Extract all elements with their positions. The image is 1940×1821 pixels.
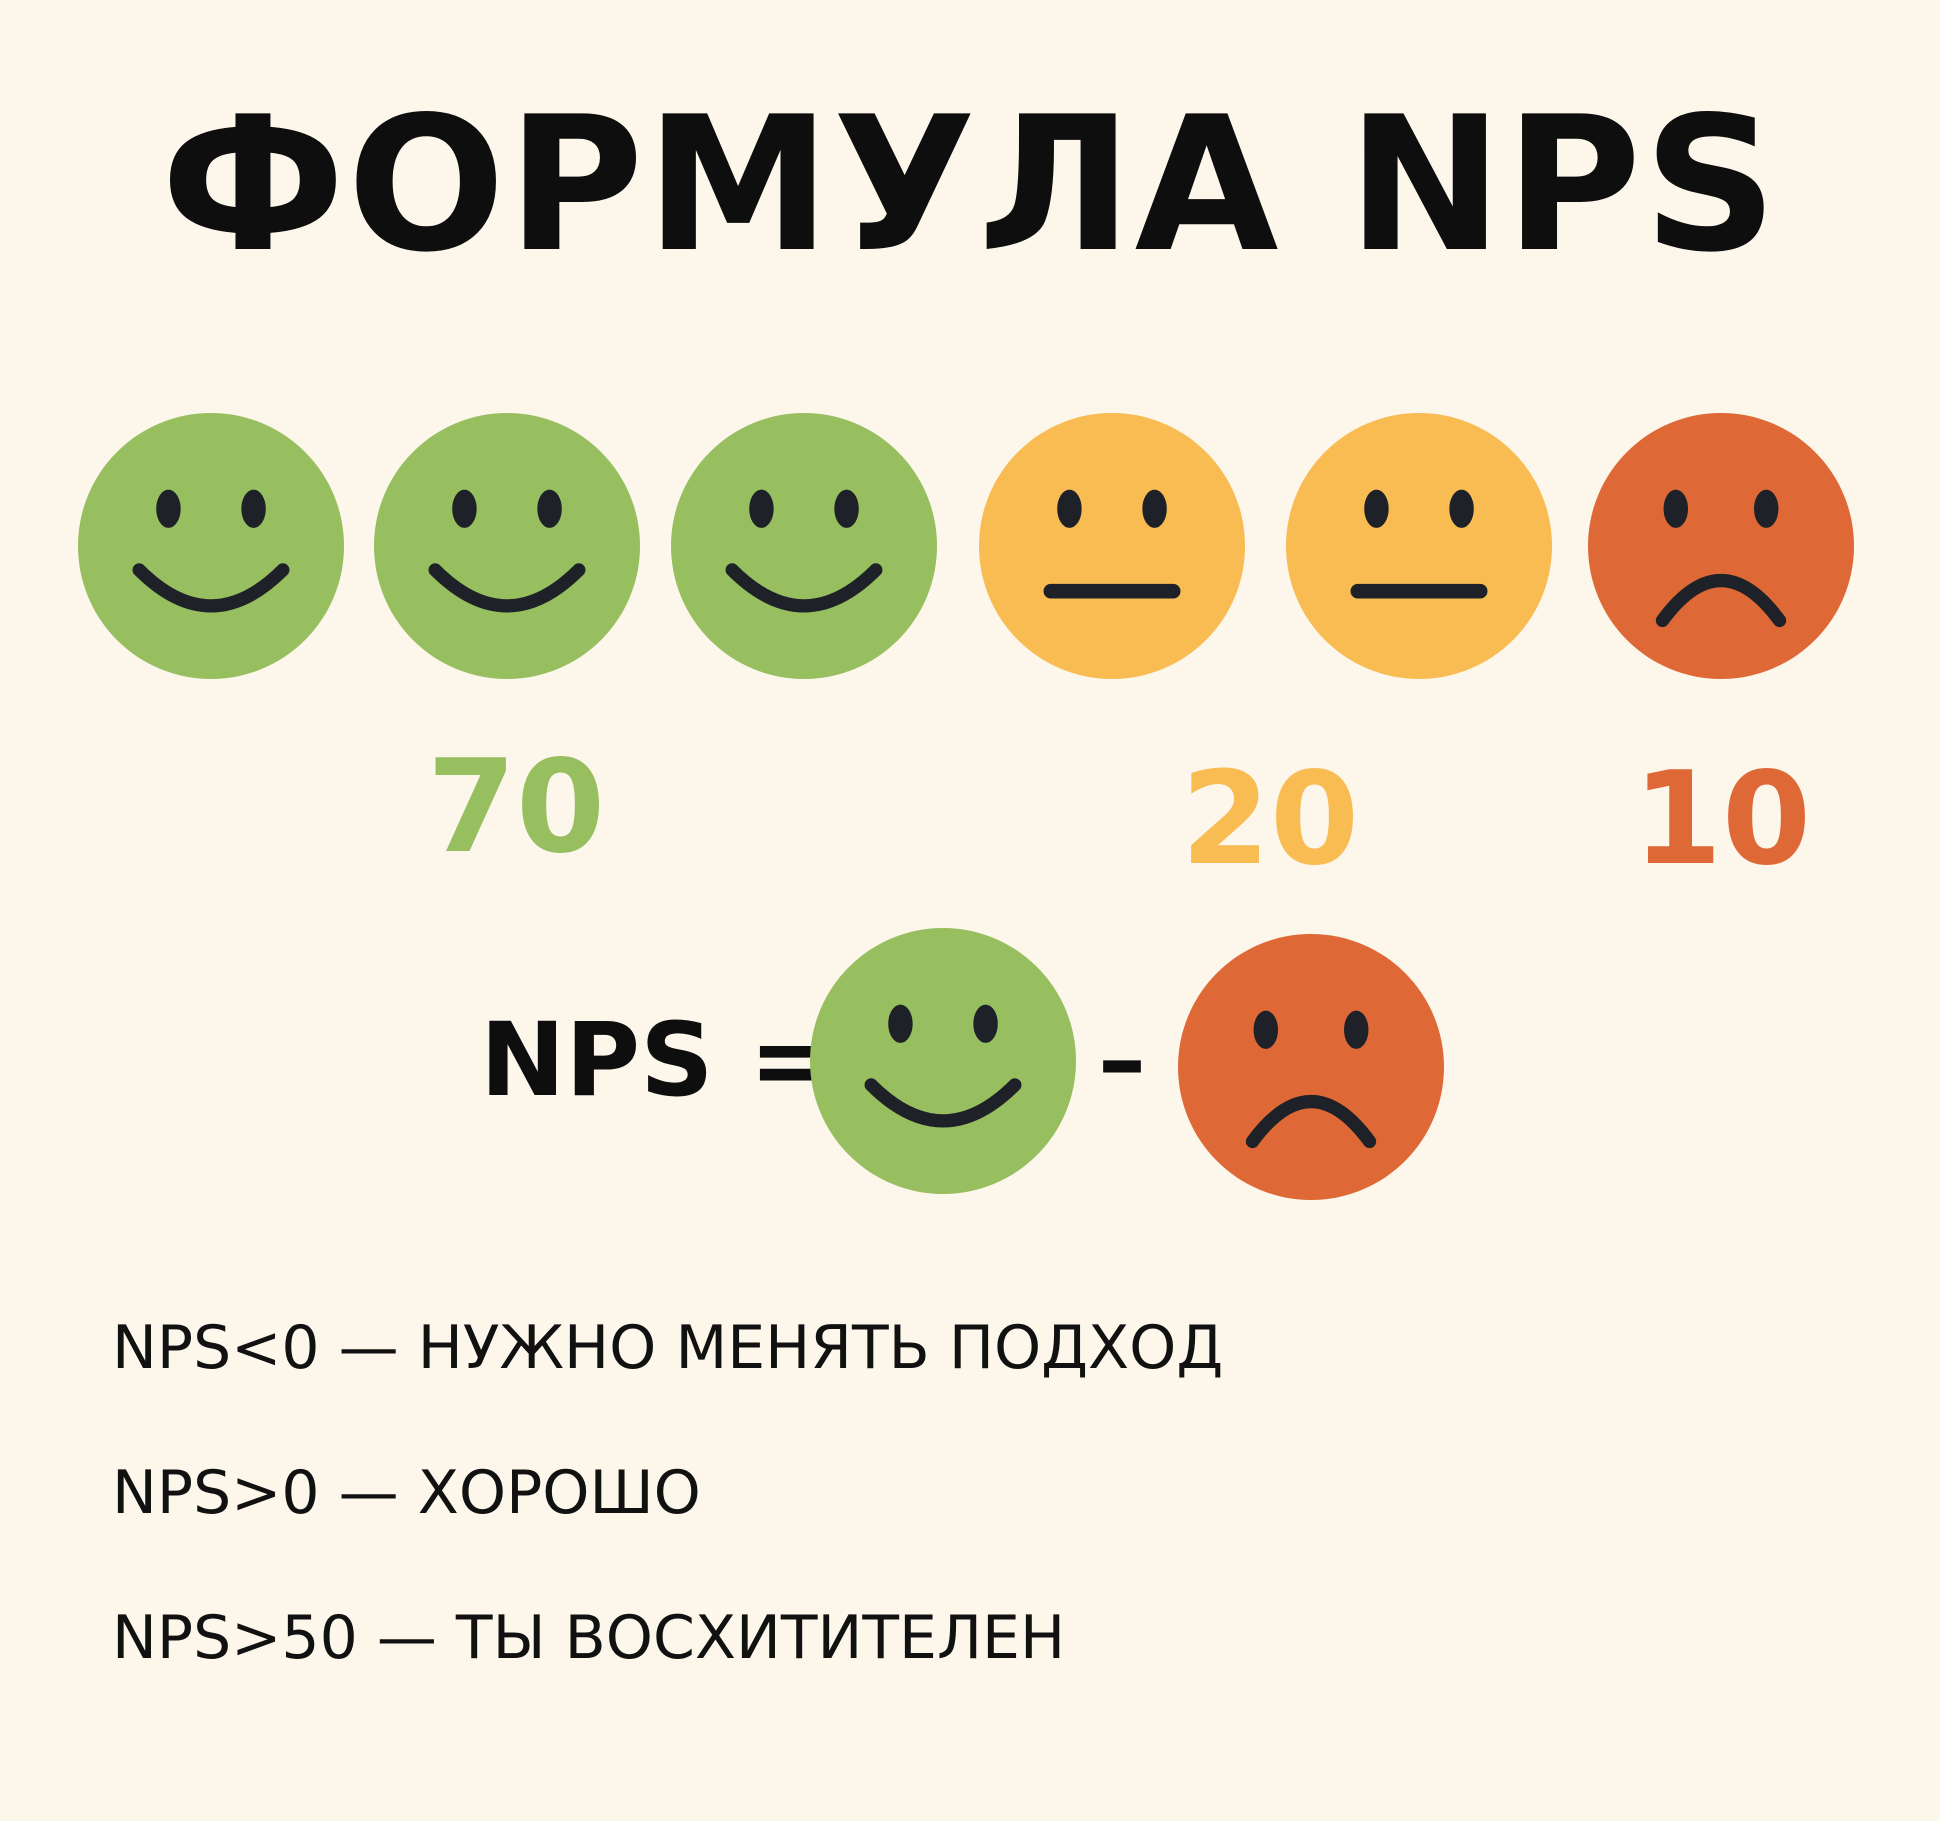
happy-face-icon [671, 413, 937, 679]
neutral-face-icon [1286, 413, 1552, 679]
detractors-count: 10 [1632, 745, 1812, 894]
promoters-count: 70 [426, 733, 606, 882]
happy-face-icon [78, 413, 344, 679]
page-title: ФОРМУЛА NPS [160, 76, 1780, 293]
sad-face-icon [1588, 413, 1854, 679]
minus-sign: – [1098, 1004, 1146, 1116]
happy-face-icon [374, 413, 640, 679]
neutral-face-icon [979, 413, 1245, 679]
happy-face-icon [810, 928, 1076, 1194]
rule-positive: NPS>0 — ХОРОШО [112, 1458, 701, 1528]
passives-count: 20 [1180, 745, 1360, 894]
sad-face-icon [1178, 934, 1444, 1200]
rule-excellent: NPS>50 — ТЫ ВОСХИТИТЕЛЕН [112, 1603, 1066, 1673]
formula-label: NPS = [480, 1001, 835, 1120]
rule-negative: NPS<0 — НУЖНО МЕНЯТЬ ПОДХОД [112, 1313, 1224, 1383]
